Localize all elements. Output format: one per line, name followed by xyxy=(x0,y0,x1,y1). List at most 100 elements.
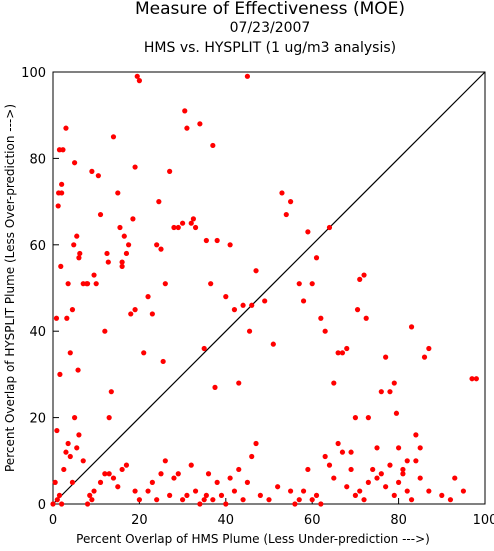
data-point xyxy=(348,449,354,455)
x-axis-label: Percent Overlap of HMS Plume (Less Under… xyxy=(76,532,430,546)
x-tick-label: 20 xyxy=(131,513,148,528)
x-tick-label: 80 xyxy=(390,513,407,528)
data-point xyxy=(91,272,97,278)
data-point xyxy=(132,307,138,313)
data-point xyxy=(52,479,58,485)
data-point xyxy=(253,440,259,447)
data-point xyxy=(69,479,76,485)
data-point xyxy=(134,73,140,79)
data-point xyxy=(184,125,190,131)
data-point xyxy=(300,488,307,494)
data-points xyxy=(50,73,479,507)
data-point xyxy=(184,492,190,498)
x-tick-label: 40 xyxy=(218,513,235,528)
data-point xyxy=(97,211,104,218)
y-tick-label: 80 xyxy=(29,152,46,167)
data-point xyxy=(65,281,71,287)
data-point xyxy=(374,445,380,451)
data-point xyxy=(57,371,63,377)
data-point xyxy=(128,311,134,317)
data-point xyxy=(67,350,73,356)
data-point xyxy=(361,497,367,503)
data-point xyxy=(313,255,320,261)
data-point xyxy=(102,328,108,334)
data-point xyxy=(104,250,110,257)
data-point xyxy=(119,263,125,269)
data-point xyxy=(58,263,64,269)
data-point xyxy=(439,492,445,498)
data-point xyxy=(149,311,155,317)
axis-ticks: 0 20 40 60 80 100 0 20 40 60 80 100 xyxy=(21,66,494,528)
data-point xyxy=(344,484,350,490)
data-point xyxy=(266,497,272,503)
y-tick-label: 60 xyxy=(29,239,46,254)
data-point xyxy=(357,488,363,494)
data-point xyxy=(72,160,78,166)
data-point xyxy=(106,415,112,421)
data-point xyxy=(197,501,203,507)
data-point xyxy=(154,497,160,503)
data-point xyxy=(84,281,91,287)
data-point xyxy=(331,475,337,481)
data-point xyxy=(417,445,423,451)
data-point xyxy=(119,466,125,473)
data-point xyxy=(67,453,73,460)
data-point xyxy=(231,488,238,494)
data-point xyxy=(383,484,389,490)
data-point xyxy=(318,501,324,507)
data-point xyxy=(426,345,432,352)
data-point xyxy=(192,224,199,231)
data-point xyxy=(309,281,315,287)
data-point xyxy=(145,488,151,494)
data-point xyxy=(413,458,419,464)
data-point xyxy=(391,380,397,386)
data-point xyxy=(236,380,242,386)
data-point xyxy=(121,233,127,239)
data-point xyxy=(214,237,220,244)
data-point xyxy=(469,376,475,382)
data-point xyxy=(378,389,384,395)
data-point xyxy=(244,479,250,485)
data-point xyxy=(296,497,302,503)
data-point xyxy=(348,466,354,473)
chart-analysis-label: HMS vs. HYSPLIT (1 ug/m3 analysis) xyxy=(143,40,397,56)
data-point xyxy=(257,492,263,498)
data-point xyxy=(95,173,101,179)
data-point xyxy=(65,440,71,447)
data-point xyxy=(182,108,188,114)
data-point xyxy=(223,501,229,507)
data-point xyxy=(383,354,389,360)
data-point xyxy=(89,497,95,503)
data-point xyxy=(288,488,294,494)
data-point xyxy=(244,73,250,79)
data-point xyxy=(404,488,410,494)
data-point xyxy=(141,350,147,356)
data-point xyxy=(400,466,406,473)
data-point xyxy=(175,224,181,231)
data-point xyxy=(227,475,233,481)
data-point xyxy=(365,415,371,421)
data-point xyxy=(171,224,177,231)
data-point xyxy=(374,475,380,481)
data-point xyxy=(205,471,212,477)
data-point xyxy=(357,276,363,282)
y-tick-label: 0 xyxy=(38,498,46,513)
data-point xyxy=(354,307,361,313)
data-point xyxy=(400,471,406,477)
data-point xyxy=(54,427,60,434)
y-axis-label: Percent Overlap of HYSPLIT Plume (Less O… xyxy=(3,104,17,472)
data-point xyxy=(80,458,86,464)
data-point xyxy=(363,315,369,321)
data-point xyxy=(156,199,162,205)
data-point xyxy=(136,78,142,84)
data-point xyxy=(71,242,77,248)
data-point xyxy=(123,462,130,468)
data-point xyxy=(339,350,346,356)
data-point xyxy=(171,475,177,481)
data-point xyxy=(393,410,400,416)
data-point xyxy=(115,190,121,196)
data-point xyxy=(246,328,253,334)
data-point xyxy=(387,389,393,395)
data-point xyxy=(132,488,138,494)
